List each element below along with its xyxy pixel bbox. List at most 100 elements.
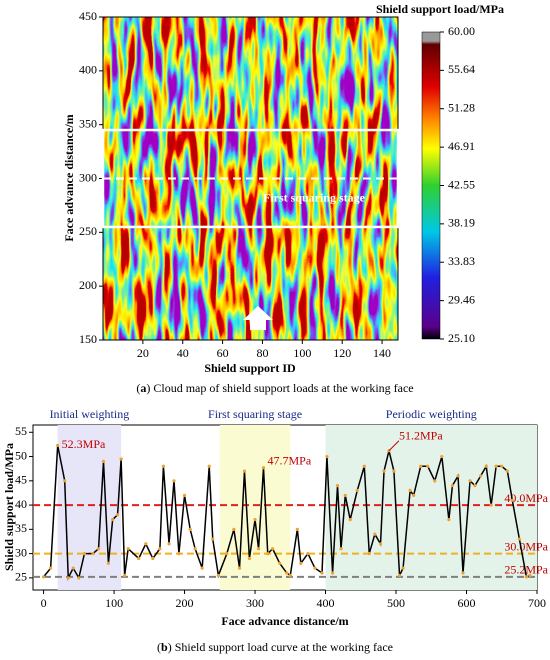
point: [247, 556, 252, 561]
caption: (a) Cloud map of shield support loads at…: [136, 381, 413, 395]
point: [172, 479, 176, 483]
point: [479, 474, 483, 478]
point: [528, 573, 532, 578]
reference-label: 40.0MPa: [504, 491, 548, 505]
point: [510, 498, 514, 502]
y-tick-label: 40: [15, 497, 27, 511]
colorbar-tick-label: 42.55: [448, 177, 475, 191]
reference-label: 25.2MPa: [504, 563, 548, 577]
colorbar-tick-label: 29.46: [448, 292, 475, 306]
colorbar: [421, 31, 441, 340]
point: [355, 488, 359, 493]
point: [339, 547, 343, 551]
point: [450, 484, 455, 488]
colorbar-title: Shield support load/MPa: [376, 2, 504, 16]
y-tick-label: 400: [79, 63, 97, 77]
y-tick-label: 150: [79, 332, 97, 346]
region-label: Initial weighting: [50, 407, 130, 421]
point: [397, 573, 402, 578]
point: [392, 469, 396, 473]
point: [242, 469, 247, 473]
colorbar-tick-label: 33.83: [448, 254, 475, 268]
point: [343, 493, 347, 497]
point: [232, 527, 236, 531]
region-label: Periodic weighting: [386, 407, 477, 421]
point: [96, 547, 101, 551]
point: [500, 464, 504, 468]
caption-part: ) Cloud map of shield support loads at t…: [146, 381, 413, 395]
point: [494, 464, 498, 468]
y-tick-label: 250: [79, 224, 97, 238]
point: [461, 571, 465, 575]
point: [111, 518, 115, 522]
x-tick-label: 0: [41, 596, 47, 610]
x-axis-label: Shield support ID: [204, 361, 296, 375]
point: [266, 552, 270, 556]
point: [216, 573, 220, 578]
point: [447, 518, 451, 522]
annotation: 51.2MPa: [399, 428, 443, 442]
x-tick-label: 20: [137, 346, 149, 360]
y-axis-label: Shield support load/MPa: [2, 443, 16, 571]
y-tick-label: 50: [15, 448, 27, 462]
y-tick-label: 200: [79, 278, 97, 292]
annotation: 52.3MPa: [62, 437, 106, 451]
point: [288, 573, 292, 578]
y-tick-label: 450: [79, 9, 97, 23]
x-tick-label: 600: [458, 596, 476, 610]
point: [440, 454, 444, 459]
x-tick-label: 80: [256, 346, 268, 360]
point: [106, 561, 111, 565]
point: [419, 464, 423, 468]
point: [320, 571, 324, 575]
point: [456, 474, 460, 478]
point: [119, 457, 123, 461]
arrow: [243, 306, 273, 330]
caption-part: b: [161, 640, 168, 654]
point: [41, 575, 46, 579]
colorbar-tick-label: 51.28: [448, 100, 475, 114]
point: [101, 459, 106, 463]
point: [66, 576, 70, 580]
point: [207, 464, 211, 468]
point: [362, 464, 366, 468]
point: [188, 527, 192, 531]
x-tick-label: 500: [387, 596, 405, 610]
x-axis-label: Face advance distance/m: [221, 614, 348, 628]
point: [177, 552, 181, 556]
point: [115, 513, 120, 517]
point: [253, 518, 257, 522]
point: [489, 503, 493, 507]
colorbar-tick-label: 25.10: [448, 331, 475, 345]
point: [473, 484, 477, 488]
annotation: First squaring stage: [263, 190, 366, 204]
x-tick-label: 300: [246, 596, 264, 610]
x-tick-label: 700: [528, 596, 546, 610]
y-axis-label: Face advance distance/m: [62, 114, 76, 241]
x-tick-label: 60: [217, 346, 229, 360]
region: [325, 425, 537, 590]
region-label: First squaring stage: [208, 407, 302, 421]
point: [330, 571, 335, 575]
x-tick-label: 40: [177, 346, 189, 360]
point: [313, 566, 317, 570]
y-tick-label: 25: [15, 570, 27, 584]
point: [401, 566, 405, 570]
point: [278, 561, 282, 565]
y-tick-label: 30: [15, 545, 27, 559]
point: [71, 566, 75, 570]
point: [261, 466, 266, 470]
point: [335, 484, 340, 488]
point: [182, 493, 187, 497]
point: [200, 566, 204, 570]
colorbar-tick-label: 55.64: [448, 62, 475, 76]
leader-line: [388, 440, 400, 452]
point: [123, 573, 127, 578]
point: [348, 518, 352, 522]
annotation: 47.7MPa: [268, 453, 312, 467]
colorbar-tick-label: 60.00: [448, 24, 475, 38]
x-tick-label: 140: [373, 346, 391, 360]
point: [484, 464, 488, 468]
caption: (b) Shield support load curve at the wor…: [157, 640, 393, 654]
